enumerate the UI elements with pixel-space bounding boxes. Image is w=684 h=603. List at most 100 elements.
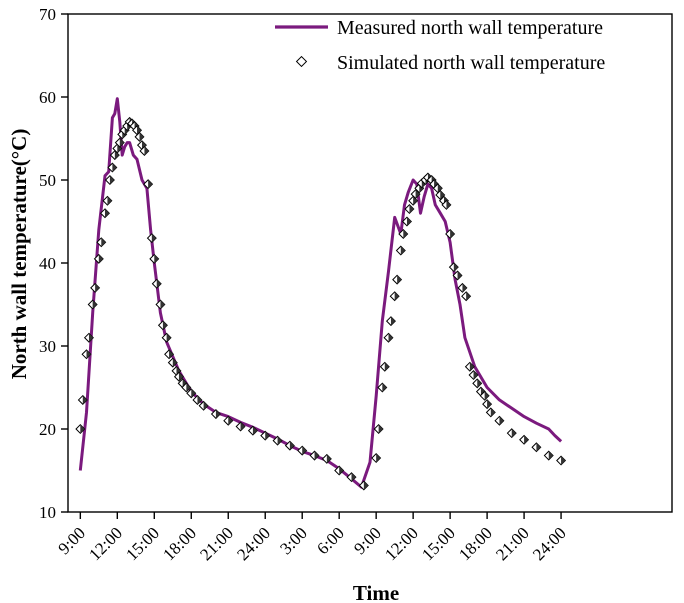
simulated-point (383, 332, 394, 343)
x-tick-label: 9:00 (350, 523, 385, 558)
simulated-point (260, 430, 271, 441)
x-tick-label: 24:00 (233, 523, 274, 564)
x-tick-label: 9:00 (54, 523, 89, 558)
simulated-point (102, 195, 113, 206)
simulated-point (114, 137, 125, 148)
simulated-point (410, 189, 421, 200)
simulated-point (377, 382, 388, 393)
y-tick-label: 60 (39, 88, 56, 107)
simulated-point (358, 480, 369, 491)
simulated-point (556, 455, 567, 466)
simulated-point (164, 349, 175, 360)
measured-series-line (78, 97, 563, 489)
simulated-point (90, 282, 101, 293)
simulated-point (445, 228, 456, 239)
simulated-point (468, 370, 479, 381)
y-tick-label: 70 (39, 5, 56, 24)
simulated-point (494, 415, 505, 426)
simulated-point (93, 253, 104, 264)
series-layer (75, 97, 567, 491)
simulated-point (198, 400, 209, 411)
simulated-point (297, 445, 308, 456)
simulated-point (479, 390, 490, 401)
simulated-point (96, 237, 107, 248)
simulated-point (373, 423, 384, 435)
x-tick-label: 21:00 (196, 523, 237, 564)
simulated-point (81, 349, 92, 360)
simulated-point (379, 361, 390, 372)
simulated-point (192, 394, 203, 405)
simulated-point (398, 228, 409, 239)
x-tick-label: 18:00 (159, 523, 200, 564)
simulated-point (385, 316, 396, 327)
x-tick-label: 6:00 (313, 523, 348, 558)
legend: Measured north wall temperature Simulate… (275, 17, 605, 74)
simulated-point (464, 361, 475, 372)
simulated-point (77, 394, 88, 405)
simulated-point (99, 208, 110, 219)
simulated-point (506, 428, 517, 439)
simulated-point (157, 320, 168, 331)
simulated-point (472, 378, 483, 389)
simulated-point (146, 233, 157, 244)
y-tick-label: 10 (39, 503, 56, 522)
simulated-point (173, 371, 184, 382)
x-tick-label: 15:00 (122, 523, 163, 564)
simulated-point (161, 332, 172, 343)
simulated-point (531, 442, 542, 453)
legend-simulated-label: Simulated north wall temperature (337, 52, 605, 74)
simulated-point (181, 382, 192, 393)
simulated-point (404, 204, 415, 215)
simulated-point (83, 332, 94, 343)
simulated-point (334, 465, 345, 476)
x-tick-label: 15:00 (418, 523, 459, 564)
simulated-point (408, 195, 419, 206)
x-tick-label: 24:00 (529, 523, 570, 564)
simulated-point (441, 199, 452, 210)
simulated-point (272, 435, 283, 446)
legend-measured-label: Measured north wall temperature (337, 17, 603, 39)
simulated-point (309, 450, 320, 461)
simulated-point (155, 299, 166, 310)
simulated-point (482, 399, 493, 410)
y-tick-label: 50 (39, 171, 56, 190)
simulated-point (461, 291, 472, 302)
x-tick-label: 12:00 (381, 523, 422, 564)
simulated-point (109, 150, 120, 161)
simulated-point (457, 282, 468, 293)
simulated-point (346, 472, 357, 483)
simulated-point (87, 299, 98, 310)
legend-simulated-swatch (295, 55, 308, 68)
simulated-point (519, 434, 530, 445)
y-axis-title: North wall temperature(°C) (7, 129, 31, 380)
simulated-point (104, 174, 115, 186)
y-tick-label: 30 (39, 337, 56, 356)
simulated-point (485, 407, 496, 418)
simulated-point (284, 440, 295, 451)
simulated-point (149, 253, 160, 264)
simulated-point (247, 425, 258, 436)
y-tick-label: 40 (39, 254, 56, 273)
simulated-point (151, 278, 162, 289)
simulated-point (139, 145, 150, 156)
simulated-point (143, 179, 154, 190)
x-tick-label: 12:00 (85, 523, 126, 564)
simulated-point (75, 423, 86, 435)
simulated-point (186, 388, 197, 399)
simulated-point (543, 450, 554, 461)
simulated-point (210, 409, 221, 420)
simulated-point (223, 415, 234, 426)
x-tick-label: 3:00 (276, 523, 311, 558)
simulated-point (235, 421, 246, 432)
x-tick-label: 21:00 (492, 523, 533, 564)
simulated-point (435, 189, 446, 200)
y-tick-label: 20 (39, 420, 56, 439)
simulated-point (107, 162, 118, 173)
simulated-point (452, 270, 463, 281)
simulated-point (167, 357, 178, 368)
simulated-point (392, 274, 403, 285)
simulated-point (371, 453, 382, 464)
simulated-point (401, 216, 412, 227)
